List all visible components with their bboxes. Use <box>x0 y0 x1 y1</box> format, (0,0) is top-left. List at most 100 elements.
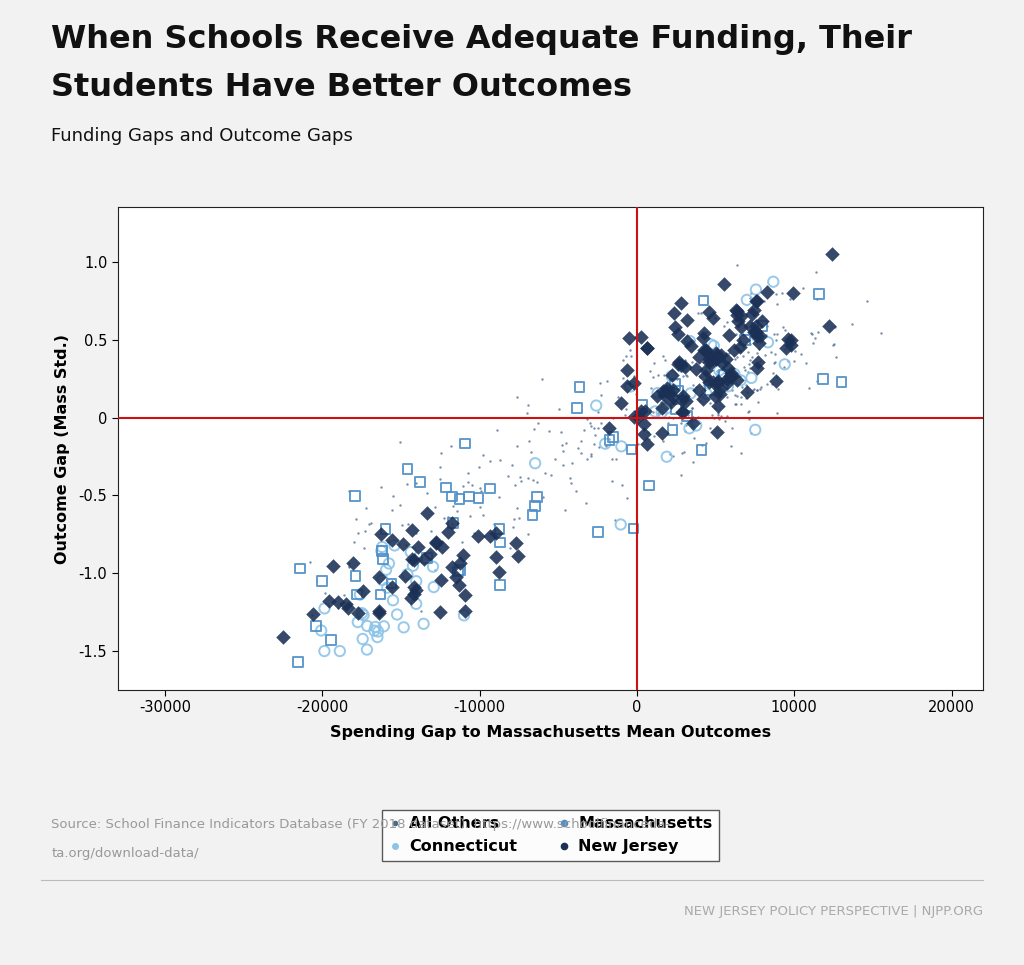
Point <box>695 392 712 407</box>
Point <box>558 435 574 451</box>
Point <box>663 447 679 462</box>
Point <box>695 292 712 308</box>
Point <box>691 349 708 365</box>
Point <box>506 511 522 527</box>
Point <box>826 337 843 352</box>
Point <box>618 374 635 390</box>
Point <box>575 423 592 438</box>
Point <box>750 394 766 409</box>
Point <box>723 366 739 381</box>
Point <box>657 383 674 399</box>
Point <box>612 516 629 532</box>
Point <box>678 368 694 383</box>
Point <box>798 355 814 371</box>
Point <box>440 525 457 540</box>
Point <box>749 293 765 309</box>
Point <box>613 478 630 493</box>
Point <box>773 286 790 301</box>
Point <box>742 426 759 441</box>
Point <box>701 354 718 370</box>
Point <box>808 264 824 280</box>
Point <box>323 632 339 648</box>
Point <box>809 290 825 306</box>
Point <box>444 516 461 532</box>
Point <box>737 391 754 406</box>
Point <box>778 335 795 350</box>
Point <box>626 521 642 537</box>
Point <box>347 568 364 584</box>
Point <box>455 548 471 564</box>
Point <box>667 376 683 392</box>
Point <box>701 396 718 411</box>
Point <box>732 344 749 359</box>
Point <box>653 400 670 415</box>
Point <box>677 424 693 439</box>
Point <box>624 348 640 364</box>
Point <box>701 420 718 435</box>
Point <box>302 554 318 569</box>
Point <box>439 509 456 524</box>
Point <box>340 600 356 616</box>
Point <box>349 605 366 620</box>
Point <box>433 572 450 588</box>
Point <box>677 353 693 369</box>
Point <box>646 355 663 371</box>
Point <box>624 442 640 457</box>
Point <box>660 416 677 431</box>
Point <box>740 356 757 372</box>
Point <box>639 341 655 356</box>
Point <box>472 499 488 514</box>
Point <box>700 344 717 359</box>
Point <box>706 374 722 390</box>
Point <box>697 359 714 374</box>
Point <box>743 306 760 321</box>
Point <box>346 535 362 550</box>
Point <box>693 442 710 457</box>
Point <box>655 433 672 449</box>
Point <box>767 354 783 370</box>
Point <box>588 398 604 413</box>
Point <box>674 359 690 374</box>
Point <box>464 477 480 492</box>
Point <box>527 455 544 471</box>
Point <box>391 434 408 450</box>
Point <box>707 349 723 365</box>
Point <box>768 370 784 385</box>
Point <box>290 654 306 670</box>
Point <box>685 415 701 430</box>
Point <box>654 348 671 364</box>
Point <box>553 425 569 440</box>
Point <box>586 420 602 435</box>
Point <box>736 340 753 355</box>
Point <box>547 451 563 466</box>
Point <box>535 371 551 386</box>
Point <box>568 400 585 416</box>
Point <box>639 341 655 356</box>
Point <box>711 354 727 370</box>
Point <box>684 354 700 370</box>
Point <box>519 526 536 541</box>
Point <box>528 489 545 505</box>
Point <box>687 379 703 395</box>
Point <box>757 347 773 363</box>
Point <box>697 363 714 378</box>
Point <box>750 360 766 375</box>
Point <box>373 544 389 560</box>
Point <box>684 455 700 470</box>
Point <box>554 443 570 458</box>
Point <box>780 353 797 369</box>
Point <box>647 403 664 419</box>
Point <box>707 378 723 394</box>
Point <box>403 591 420 606</box>
Point <box>360 516 377 532</box>
Point <box>640 425 656 440</box>
Point <box>795 280 811 295</box>
Point <box>615 370 632 385</box>
Point <box>616 407 633 423</box>
Point <box>679 333 695 348</box>
Point <box>493 577 509 593</box>
Point <box>688 362 705 377</box>
Point <box>712 387 728 402</box>
Point <box>509 389 525 404</box>
Point <box>642 380 658 396</box>
